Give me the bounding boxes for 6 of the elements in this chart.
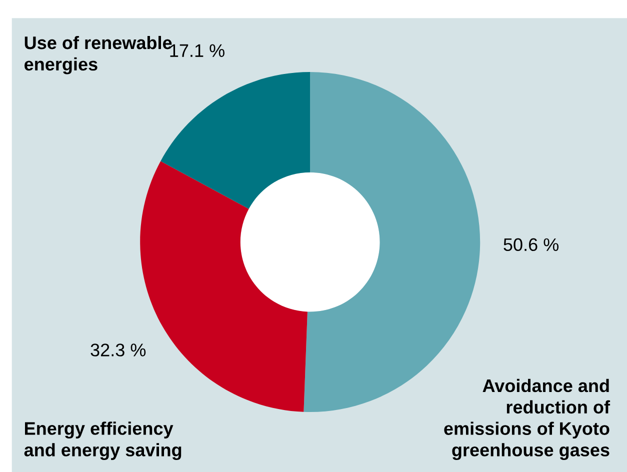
slice-label: Use of renewable energies (24, 36, 172, 74)
data-label: 50.6 % (504, 238, 559, 252)
data-label: 17.1 % (170, 44, 224, 57)
data-label: 32.3 % (90, 344, 146, 356)
slice-label: Avoidance and reduction of emissions of Kyoto greenhouse gases (444, 378, 610, 460)
slice-label: Energy efficiency and energy saving (24, 422, 182, 460)
